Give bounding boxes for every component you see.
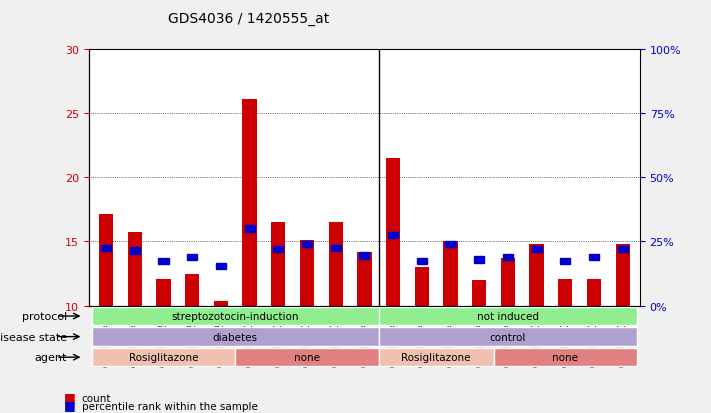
- Text: none: none: [552, 352, 578, 362]
- Bar: [417, 258, 427, 264]
- Bar: [501, 259, 515, 306]
- Text: protocol: protocol: [21, 311, 67, 321]
- FancyBboxPatch shape: [235, 348, 379, 367]
- Text: ■: ■: [64, 398, 76, 411]
- Bar: [127, 233, 142, 306]
- Text: Rosiglitazone: Rosiglitazone: [129, 352, 198, 362]
- Bar: [618, 247, 628, 253]
- Bar: [558, 279, 572, 306]
- Bar: [242, 100, 257, 306]
- Text: streptozotocin-induction: streptozotocin-induction: [171, 311, 299, 321]
- Text: GDS4036 / 1420555_at: GDS4036 / 1420555_at: [169, 12, 329, 26]
- Bar: [472, 280, 486, 306]
- Bar: [532, 247, 542, 253]
- Bar: [444, 242, 458, 306]
- FancyBboxPatch shape: [92, 348, 235, 367]
- Bar: [587, 279, 602, 306]
- Bar: [159, 258, 169, 264]
- Bar: [589, 254, 599, 261]
- Bar: [101, 245, 111, 252]
- Bar: [357, 252, 372, 306]
- FancyBboxPatch shape: [493, 348, 637, 367]
- Bar: [156, 279, 171, 306]
- Text: count: count: [82, 393, 111, 403]
- FancyBboxPatch shape: [92, 328, 379, 346]
- Bar: [302, 241, 312, 248]
- Text: control: control: [490, 332, 526, 342]
- Bar: [386, 159, 400, 306]
- Text: not induced: not induced: [477, 311, 539, 321]
- Bar: [616, 244, 630, 306]
- FancyBboxPatch shape: [379, 328, 637, 346]
- Text: diabetes: diabetes: [213, 332, 258, 342]
- FancyBboxPatch shape: [379, 307, 637, 325]
- Text: percentile rank within the sample: percentile rank within the sample: [82, 401, 257, 411]
- Text: agent: agent: [34, 352, 67, 362]
- Text: ■: ■: [64, 390, 76, 403]
- Bar: [415, 268, 429, 306]
- Bar: [331, 245, 341, 252]
- Bar: [214, 301, 228, 306]
- FancyBboxPatch shape: [379, 348, 493, 367]
- Bar: [99, 215, 113, 306]
- Bar: [328, 223, 343, 306]
- Bar: [446, 241, 456, 248]
- Bar: [560, 258, 570, 264]
- Bar: [273, 247, 283, 253]
- Text: none: none: [294, 352, 320, 362]
- Bar: [130, 248, 140, 254]
- Text: disease state: disease state: [0, 332, 67, 342]
- Bar: [187, 254, 197, 261]
- Bar: [388, 232, 398, 239]
- Bar: [216, 263, 226, 269]
- Bar: [185, 274, 199, 306]
- Bar: [300, 241, 314, 306]
- Text: Rosiglitazone: Rosiglitazone: [402, 352, 471, 362]
- Bar: [503, 254, 513, 261]
- Bar: [245, 226, 255, 232]
- Bar: [359, 253, 370, 259]
- Bar: [271, 223, 285, 306]
- Bar: [530, 244, 544, 306]
- Bar: [474, 256, 484, 263]
- FancyBboxPatch shape: [92, 307, 379, 325]
